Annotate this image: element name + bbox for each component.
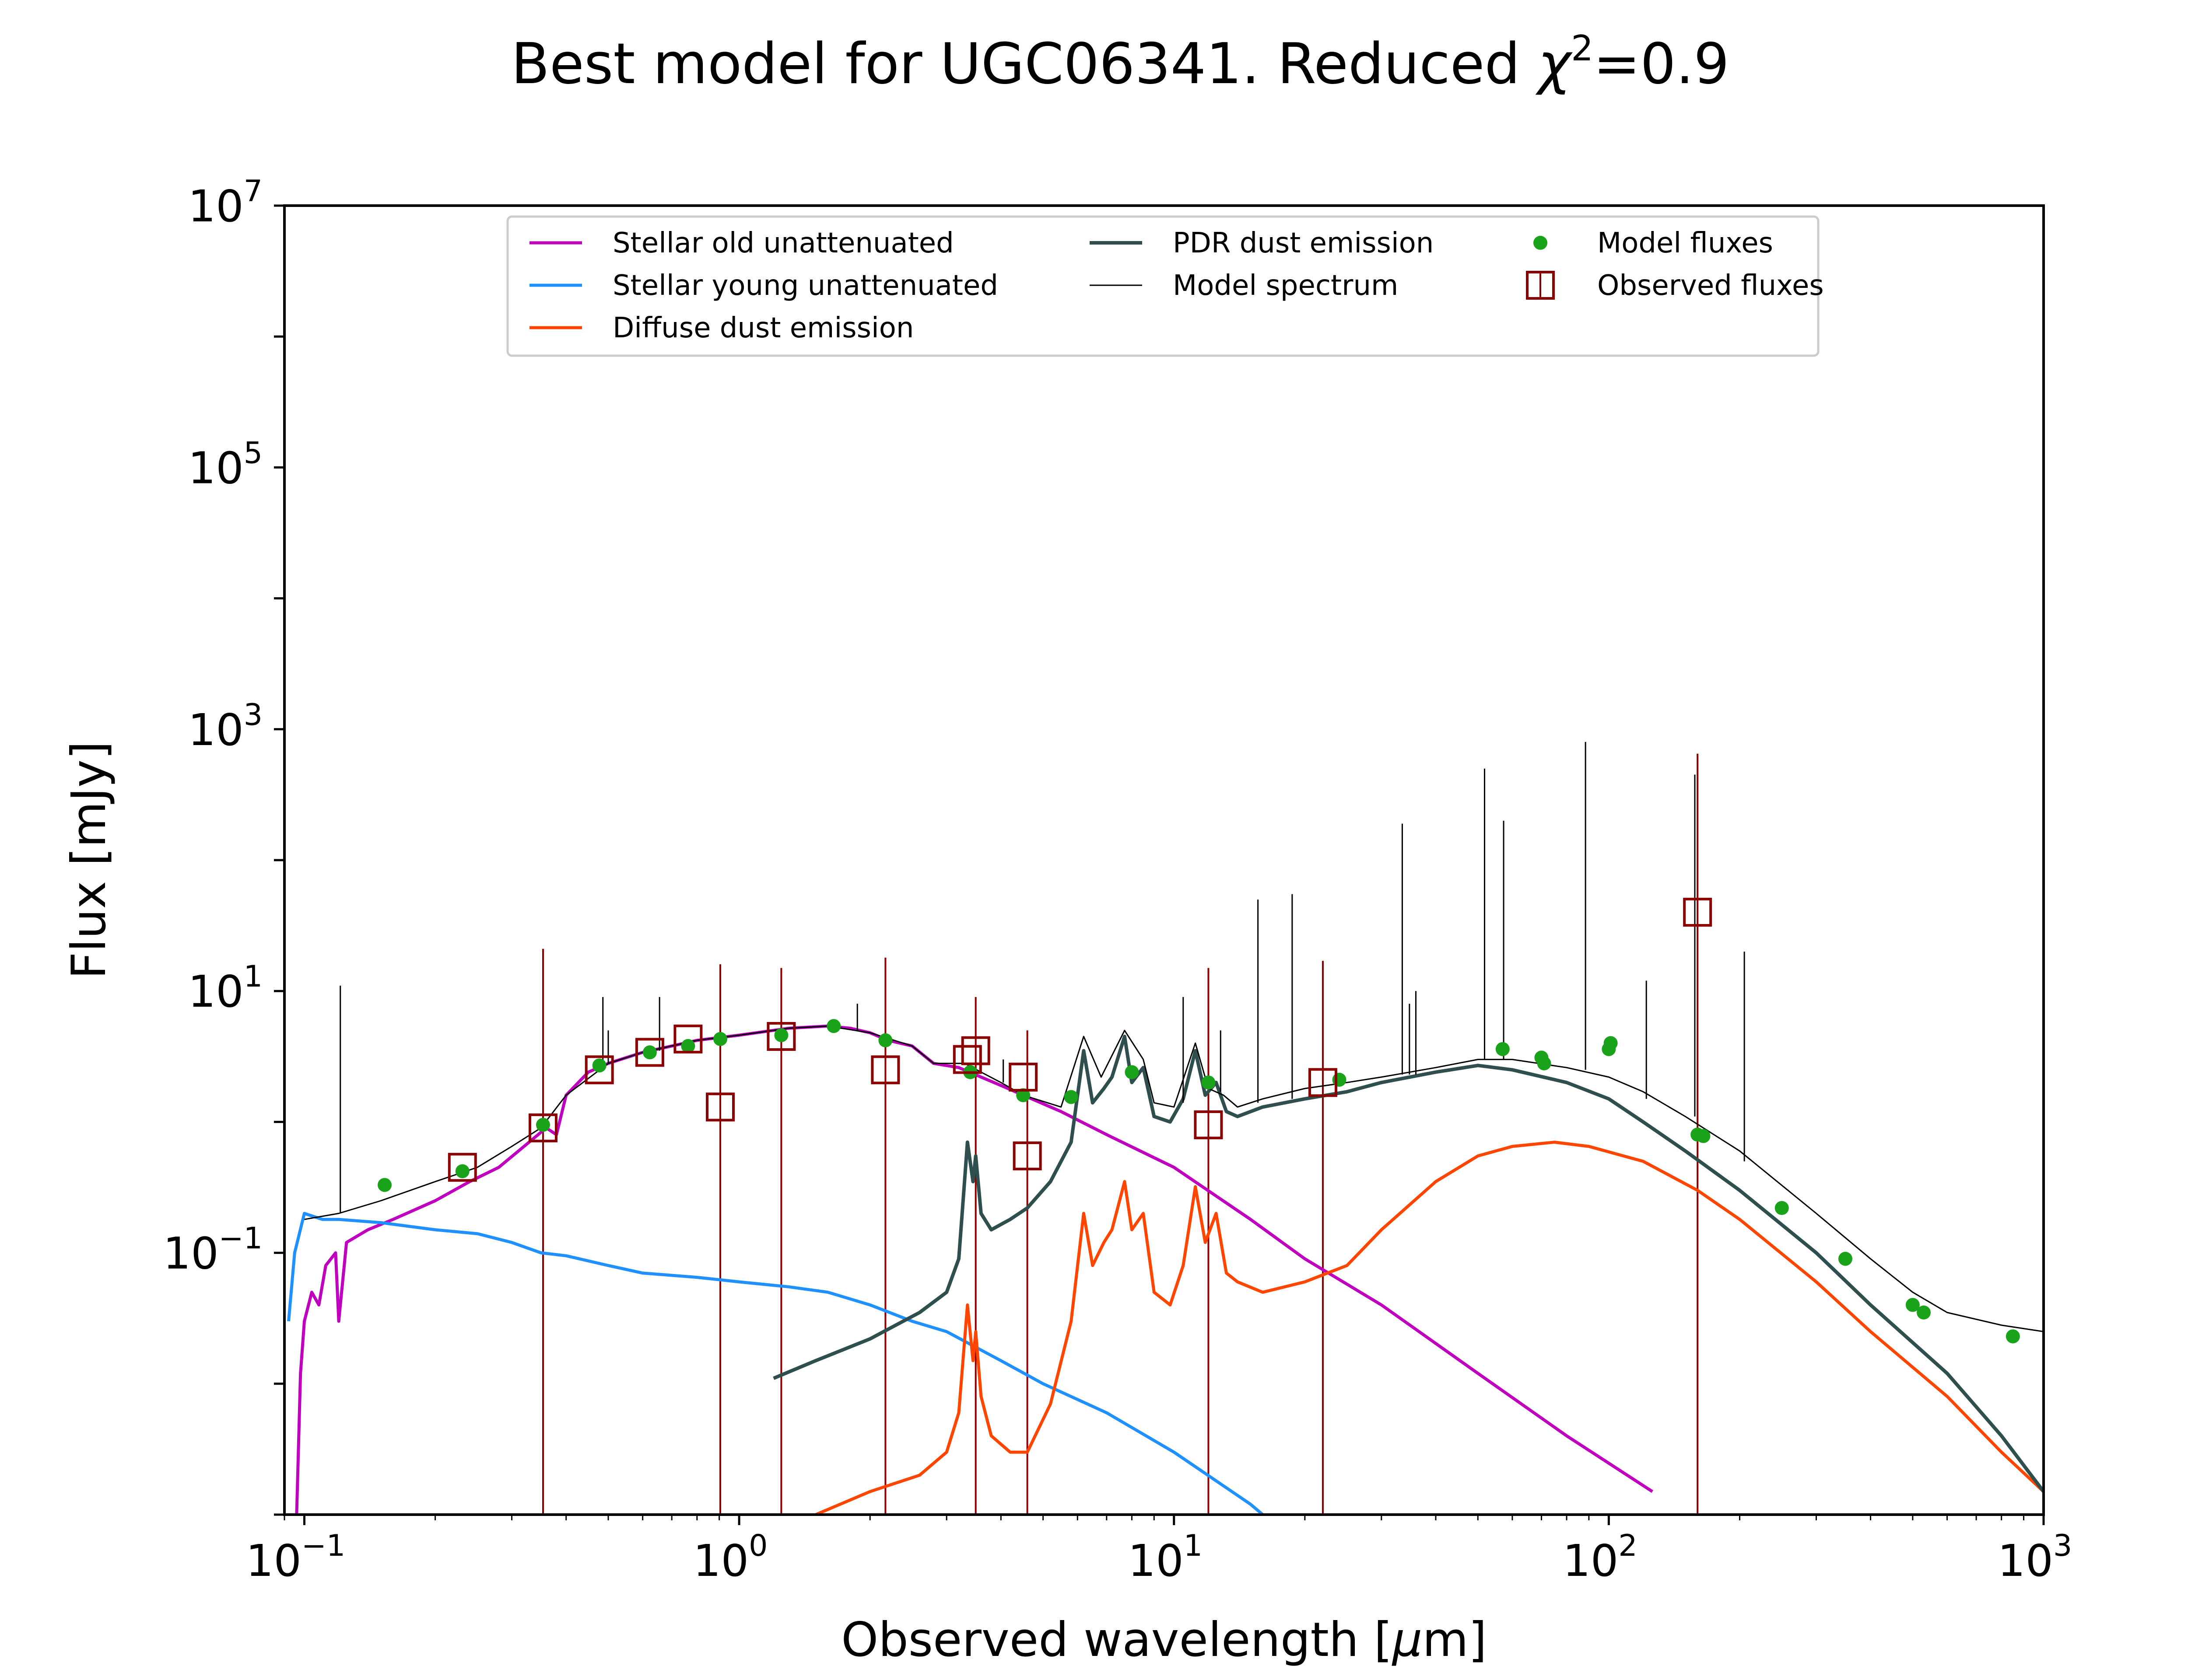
observed-flux-marker bbox=[1683, 898, 1712, 927]
legend-swatch bbox=[1533, 236, 1547, 250]
model-flux-point bbox=[592, 1058, 607, 1073]
legend-item-model-spectrum: Model spectrum bbox=[1090, 270, 1398, 302]
legend-item-diffuse-dust-emission: Diffuse dust emission bbox=[529, 312, 914, 344]
model-flux-point bbox=[878, 1033, 893, 1047]
y-tick-label: 101 bbox=[188, 959, 263, 1017]
legend: Stellar old unattenuated Stellar young un… bbox=[506, 215, 1824, 357]
x-tick-label: 103 bbox=[1998, 1529, 2072, 1586]
y-tick-label: 10−1 bbox=[163, 1222, 263, 1279]
model-flux-point bbox=[1016, 1088, 1031, 1102]
observed-flux-marker bbox=[585, 1055, 614, 1085]
model-flux-point bbox=[1838, 1252, 1852, 1266]
observed-flux-marker bbox=[706, 1092, 735, 1122]
observed-fluxes-markers bbox=[448, 898, 1712, 1182]
model-flux-point bbox=[1905, 1298, 1920, 1312]
legend-frame bbox=[506, 215, 1820, 357]
y-axis-label: Flux [mJy] bbox=[62, 741, 116, 979]
observed-flux-marker bbox=[528, 1113, 558, 1143]
model-flux-point bbox=[1603, 1036, 1618, 1050]
observed-flux-marker bbox=[1308, 1068, 1337, 1097]
legend-label: Stellar young unattenuated bbox=[613, 270, 998, 302]
legend-label: Observed fluxes bbox=[1597, 270, 1824, 302]
observed-flux-marker bbox=[1013, 1141, 1042, 1171]
x-axis-label-end: m] bbox=[1422, 1613, 1487, 1667]
x-axis-label-main: Observed wavelength [ bbox=[841, 1613, 1392, 1667]
y-tick-label: 105 bbox=[188, 436, 263, 494]
model-flux-point bbox=[681, 1039, 695, 1053]
model-flux-point bbox=[1064, 1090, 1078, 1104]
model-flux-point bbox=[1495, 1042, 1510, 1056]
model-flux-point bbox=[1201, 1075, 1216, 1090]
legend-label: Model spectrum bbox=[1173, 270, 1398, 302]
observed-flux-marker bbox=[953, 1045, 982, 1074]
observed-flux-marker bbox=[767, 1022, 796, 1051]
chart-title-value: =0.9 bbox=[1593, 32, 1729, 97]
model-flux-point bbox=[1774, 1201, 1789, 1215]
series-model-spectrum-line bbox=[304, 1025, 2044, 1333]
x-tick-label: 102 bbox=[1563, 1529, 1637, 1586]
observed-flux-marker bbox=[673, 1024, 703, 1054]
model-flux-point bbox=[1332, 1072, 1346, 1087]
y-tick-label: 103 bbox=[188, 698, 263, 756]
x-tick-label: 101 bbox=[1128, 1529, 1203, 1586]
x-tick-label: 10−1 bbox=[246, 1529, 346, 1586]
legend-item-stellar-old-unattenuated: Stellar old unattenuated bbox=[529, 227, 954, 259]
model-flux-point bbox=[1917, 1306, 1931, 1320]
x-axis-label-mu: μ bbox=[1392, 1613, 1423, 1667]
legend-label: PDR dust emission bbox=[1173, 227, 1434, 259]
chart-title-sup: 2 bbox=[1571, 28, 1593, 69]
observed-flux-marker bbox=[961, 1036, 990, 1065]
observed-flux-marker bbox=[1194, 1110, 1223, 1140]
legend-item-observed-fluxes: Observed fluxes bbox=[1526, 270, 1824, 302]
chart-title-chi: χ bbox=[1535, 32, 1573, 97]
model-flux-point bbox=[713, 1032, 728, 1046]
model-spectrum-emission-lines bbox=[340, 742, 1745, 1214]
observed-flux-marker bbox=[635, 1038, 664, 1067]
series-diffuse-dust-emission-line bbox=[815, 1141, 2044, 1515]
model-flux-point bbox=[1537, 1056, 1551, 1071]
model-flux-point bbox=[455, 1164, 470, 1179]
model-flux-point bbox=[536, 1118, 550, 1132]
legend-item-stellar-young-unattenuated: Stellar young unattenuated bbox=[529, 270, 998, 302]
model-flux-point bbox=[1696, 1129, 1711, 1143]
observed-error-bars bbox=[542, 753, 1699, 1515]
model-flux-point bbox=[2006, 1329, 2020, 1344]
x-tick-label: 100 bbox=[693, 1529, 768, 1586]
observed-flux-marker bbox=[1009, 1062, 1038, 1092]
legend-item-model-fluxes: Model fluxes bbox=[1533, 227, 1773, 259]
plot-area bbox=[287, 742, 2044, 1515]
axis-ticks: 10−1 100 101 102 103 10−1 101 103 105 107 bbox=[163, 174, 2072, 1586]
chart-title-main: Best model for UGC06341. Reduced bbox=[511, 32, 1538, 97]
chart-title: Best model for UGC06341. Reduced χ2=0.9 bbox=[511, 28, 1729, 97]
legend-label: Model fluxes bbox=[1597, 227, 1773, 259]
legend-label: Diffuse dust emission bbox=[613, 312, 914, 344]
model-flux-point bbox=[642, 1045, 657, 1060]
x-axis-label: Observed wavelength [μm] bbox=[841, 1613, 1487, 1667]
series-pdr-dust-emission-line bbox=[773, 1035, 2044, 1493]
observed-flux-marker bbox=[871, 1055, 900, 1085]
model-flux-point bbox=[774, 1028, 789, 1043]
observed-flux-marker bbox=[448, 1153, 477, 1182]
legend-item-pdr-dust-emission: PDR dust emission bbox=[1090, 227, 1434, 259]
legend-label: Stellar old unattenuated bbox=[613, 227, 954, 259]
model-flux-point bbox=[827, 1019, 841, 1033]
model-flux-point bbox=[377, 1178, 392, 1192]
model-fluxes-points bbox=[377, 1019, 2020, 1344]
model-flux-point bbox=[1125, 1065, 1139, 1079]
y-tick-label: 107 bbox=[188, 174, 263, 232]
series-stellar-young-unattenuated-line bbox=[287, 1212, 1264, 1515]
